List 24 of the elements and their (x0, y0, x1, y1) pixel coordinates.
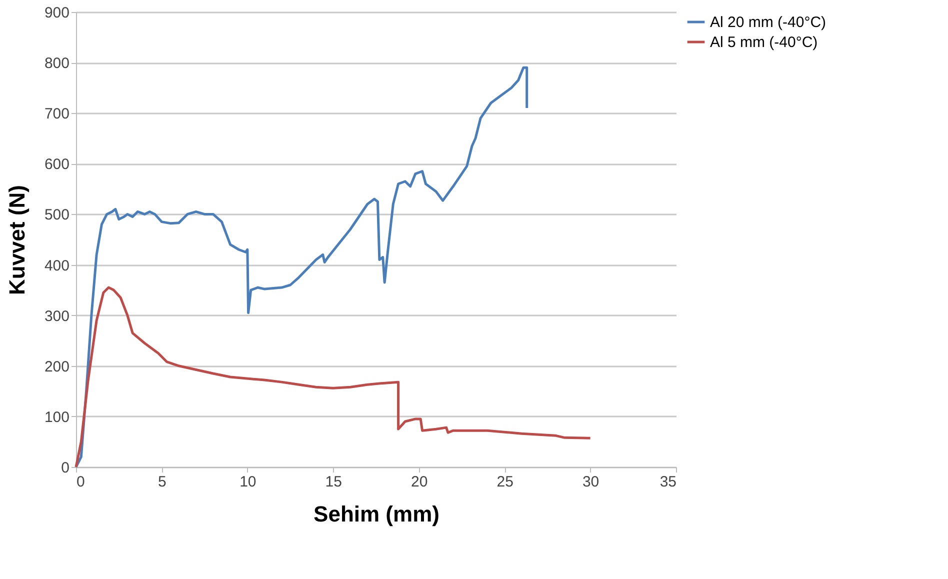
y-axis-title: Kuvvet (N) (4, 184, 30, 296)
line-series (74, 286, 592, 468)
line-series (74, 66, 528, 468)
y-tick-label: 500 (44, 206, 70, 224)
y-tick-label: 300 (44, 308, 70, 325)
x-axis-title: Sehim (mm) (314, 502, 440, 526)
x-tick-label: 20 (411, 474, 428, 490)
x-tick-label: 10 (240, 474, 256, 490)
y-tick-label: 600 (44, 156, 70, 174)
x-tick-label: 25 (496, 474, 514, 490)
y-tick-label: 800 (44, 55, 70, 72)
x-tick-label: 15 (325, 474, 342, 490)
x-tick-label: 5 (158, 474, 166, 490)
y-tick-label: 200 (44, 358, 70, 376)
x-tick-label: 0 (76, 474, 85, 490)
x-tick-label: 35 (660, 474, 676, 490)
y-tick-label: 700 (44, 106, 70, 123)
y-tick-label: 0 (61, 460, 70, 476)
y-tick-label: 400 (44, 257, 70, 274)
legend-label: Al 5 mm (-40°C) (710, 34, 818, 51)
legend-label: Al 20 mm (-40°C) (710, 14, 826, 31)
y-tick-label: 900 (44, 4, 70, 22)
y-tick-label: 100 (44, 408, 70, 426)
x-tick-label: 30 (582, 474, 600, 490)
